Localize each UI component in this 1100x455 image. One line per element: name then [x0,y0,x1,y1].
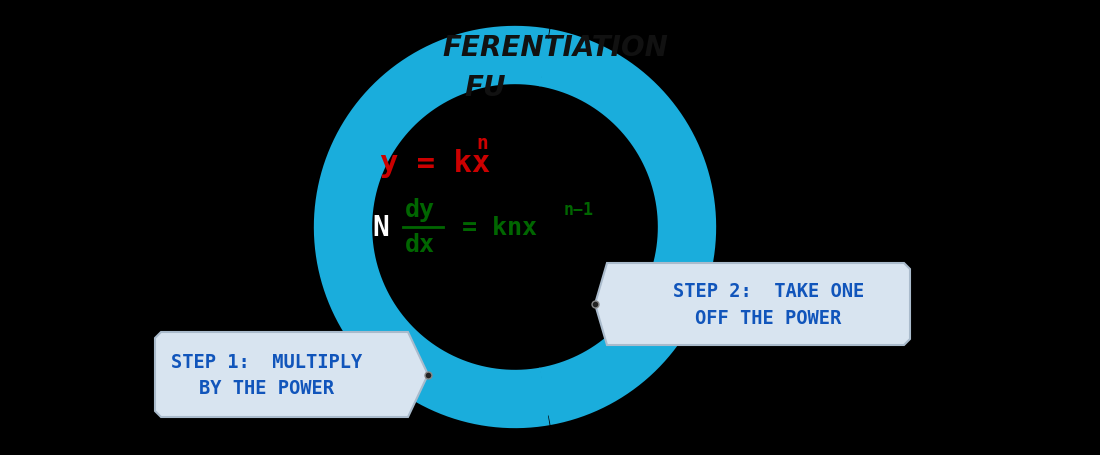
Text: = knx: = knx [447,216,537,239]
Text: dy: dy [405,198,435,222]
Text: FERENTIATION: FERENTIATION [442,34,668,62]
Polygon shape [595,263,910,345]
Text: N: N [372,213,388,242]
Text: STEP 1:  MULTIPLY
BY THE POWER: STEP 1: MULTIPLY BY THE POWER [170,352,362,397]
Polygon shape [155,332,428,417]
Text: dx: dx [405,233,435,257]
Text: y = kx: y = kx [379,149,491,178]
Polygon shape [531,35,600,78]
Text: STEP 2:  TAKE ONE
OFF THE POWER: STEP 2: TAKE ONE OFF THE POWER [672,282,864,327]
Text: n−1: n−1 [563,201,594,219]
Polygon shape [491,373,559,416]
Text: n: n [476,134,488,153]
Text: FU: FU [464,74,506,102]
